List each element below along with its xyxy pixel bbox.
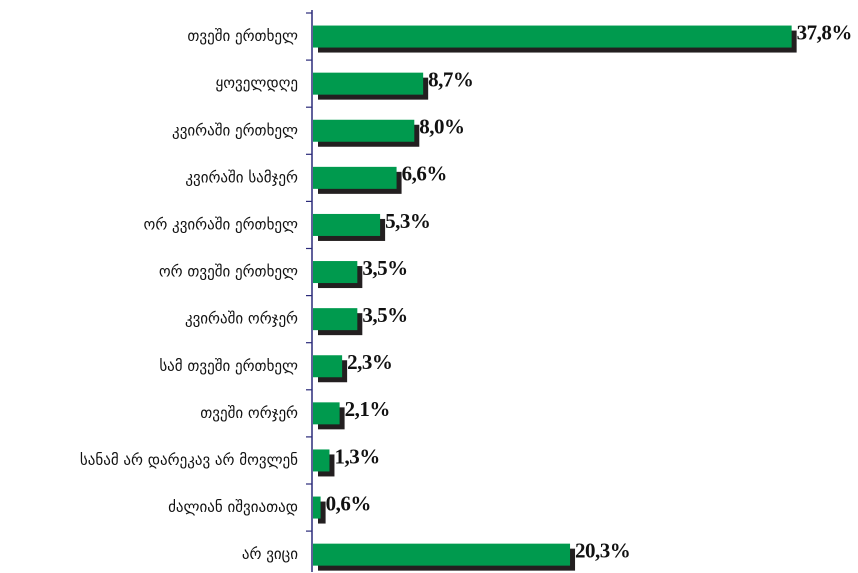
bar — [313, 25, 792, 48]
value-label: 5,3% — [385, 209, 430, 233]
category-label: ძალიან იშვიათად — [168, 498, 298, 516]
bar — [313, 166, 397, 189]
value-label: 0,6% — [326, 491, 371, 515]
value-label: 1,3% — [334, 444, 379, 468]
value-label: 2,3% — [347, 350, 392, 374]
category-label: კვირაში ორჯერ — [185, 310, 298, 328]
value-label: 37,8% — [797, 20, 852, 44]
category-label: სამ თვეში ერთხელ — [159, 357, 298, 375]
category-label: ორ თვეში ერთხელ — [159, 263, 298, 281]
bar — [313, 543, 571, 566]
value-label: 3,5% — [362, 303, 407, 327]
category-label: თვეში ერთხელ — [187, 27, 298, 45]
bar — [313, 308, 358, 331]
bar — [313, 119, 415, 142]
bar — [313, 402, 340, 425]
category-label: კვირაში ერთხელ — [172, 121, 298, 139]
bar — [313, 496, 321, 519]
value-label: 6,6% — [402, 162, 447, 186]
bar — [313, 72, 424, 95]
category-label: თვეში ორჯერ — [200, 404, 298, 422]
bar — [313, 213, 381, 236]
value-label: 8,0% — [419, 115, 464, 139]
value-label: 2,1% — [345, 397, 390, 421]
value-label: 8,7% — [428, 67, 473, 91]
category-label: სანამ არ დარეკავ არ მოვლენ — [80, 451, 298, 469]
value-label: 3,5% — [362, 256, 407, 280]
bar — [313, 261, 358, 284]
bar-shadow — [318, 501, 326, 524]
bar — [313, 355, 343, 378]
category-label: კვირაში სამჯერ — [185, 168, 298, 186]
category-label: არ ვიცი — [242, 545, 298, 563]
category-label: ყოველდღე — [215, 74, 298, 92]
category-label: ორ კვირაში ერთხელ — [144, 215, 298, 233]
bar — [313, 449, 330, 472]
value-label: 20,3% — [575, 538, 630, 562]
